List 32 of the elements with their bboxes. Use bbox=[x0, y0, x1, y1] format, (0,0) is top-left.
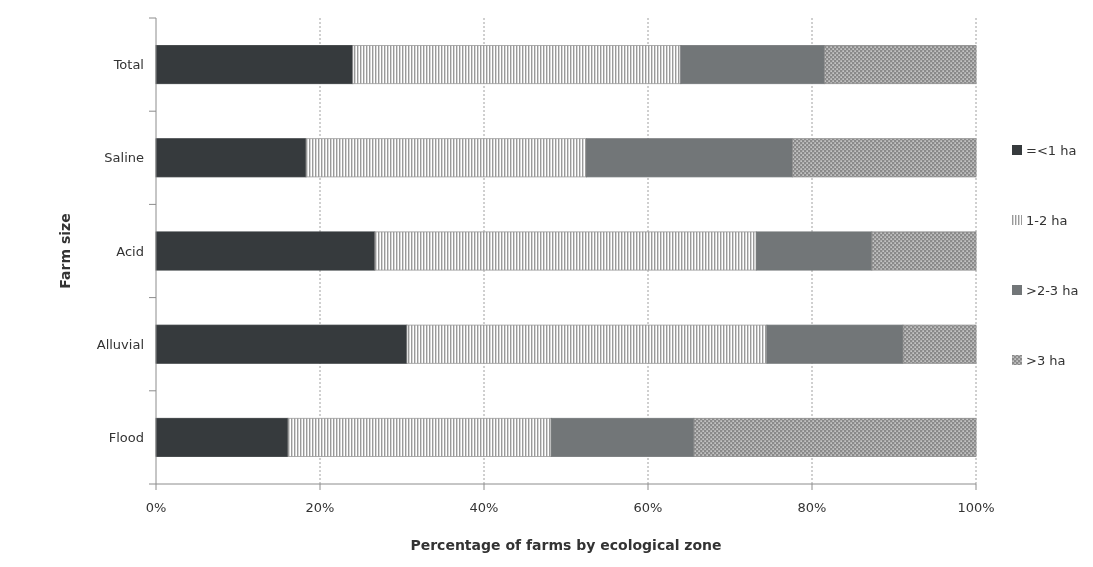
x-tick-label: 60% bbox=[633, 500, 663, 515]
legend-label: >3 ha bbox=[1026, 352, 1066, 368]
x-tick-label: 80% bbox=[797, 500, 827, 515]
legend-label: =<1 ha bbox=[1026, 142, 1077, 158]
x-tick-label: 100% bbox=[957, 500, 995, 515]
bar bbox=[871, 231, 977, 271]
legend-label: >2-3 ha bbox=[1026, 282, 1079, 298]
bar bbox=[766, 324, 904, 364]
bar bbox=[155, 324, 408, 364]
x-tick-label: 20% bbox=[305, 500, 335, 515]
y-tick-label: Flood bbox=[108, 429, 144, 445]
y-tick-label: Acid bbox=[116, 243, 144, 259]
y-tick-label: Total bbox=[112, 57, 144, 73]
bar bbox=[791, 138, 977, 178]
bar bbox=[755, 231, 873, 271]
bar bbox=[823, 45, 977, 85]
bar bbox=[155, 417, 289, 457]
x-axis-title: Percentage of farms by ecological zone bbox=[410, 537, 722, 553]
bar bbox=[155, 45, 354, 85]
bar bbox=[155, 231, 376, 271]
y-tick-label: Alluvial bbox=[96, 336, 144, 352]
legend-label: 1-2 ha bbox=[1026, 212, 1068, 228]
x-tick-label: 0% bbox=[145, 500, 167, 515]
x-tick-label: 40% bbox=[469, 500, 499, 515]
bar bbox=[680, 45, 825, 85]
bar bbox=[550, 417, 695, 457]
bar bbox=[693, 417, 977, 457]
bar bbox=[155, 138, 307, 178]
bar bbox=[902, 324, 977, 364]
y-axis-title: Farm size bbox=[57, 213, 73, 289]
bar bbox=[586, 138, 793, 178]
y-tick-label: Saline bbox=[104, 150, 144, 166]
